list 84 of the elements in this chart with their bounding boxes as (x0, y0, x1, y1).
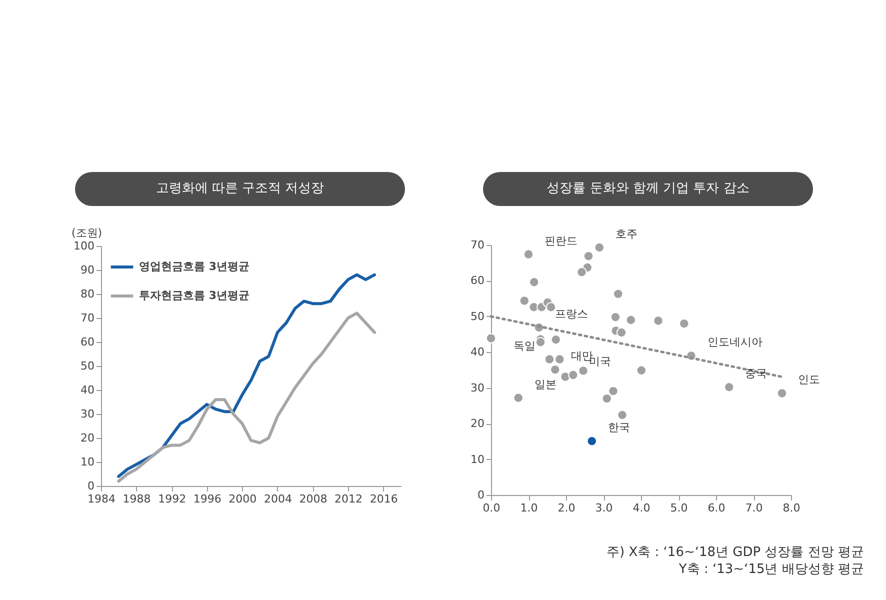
point (586, 436, 597, 446)
legend-label: 영업현금흐름 3년평균 (139, 260, 250, 273)
y-tick-label: 30 (80, 408, 94, 420)
y-tick-label: 40 (470, 346, 484, 359)
y-tick-label: 30 (470, 381, 484, 394)
point (550, 364, 560, 375)
point (626, 314, 636, 326)
point (617, 410, 628, 420)
x-tick-label: 5.0 (670, 502, 688, 514)
x-tick-label: 1996 (193, 492, 222, 506)
y-tick-label: 10 (470, 452, 484, 466)
point (550, 334, 561, 345)
y-tick-label: 70 (80, 312, 94, 324)
point (486, 333, 496, 344)
y-tick-label: 40 (80, 384, 94, 396)
y-tick-label: 60 (470, 274, 484, 288)
chart-title: 고령화에 따른 구조적 저성장 (75, 172, 405, 206)
x-tick-label: 2008 (299, 492, 328, 506)
x-tick-label: 1988 (122, 492, 151, 506)
point (568, 370, 578, 380)
annotation: 한국 (608, 421, 630, 434)
y-tick-label: 0 (88, 480, 94, 492)
point (602, 393, 612, 404)
x-tick-label: 2012 (334, 492, 363, 506)
annotation: 인도 (798, 373, 820, 386)
y-tick-label: 50 (470, 310, 484, 323)
x-tick-label: 7.0 (745, 502, 763, 514)
y-tick-label: 20 (470, 417, 484, 430)
point (608, 386, 618, 396)
text: Y축 : ‘13~‘15년 배당성향 평균 (678, 561, 864, 578)
x-tick-label: 6.0 (708, 502, 726, 514)
point (535, 337, 546, 348)
point (544, 354, 555, 364)
x-tick-label: 2.0 (558, 502, 576, 514)
point (679, 318, 690, 329)
annotation: 중국 (745, 367, 768, 380)
x-tick-label: 2004 (264, 492, 292, 506)
point (636, 365, 646, 376)
point (583, 250, 594, 262)
y-tick-label: 10 (80, 456, 94, 468)
x-tick-label: 2000 (228, 492, 257, 506)
annotation: 호주 (615, 228, 638, 240)
line-series (117, 273, 376, 478)
annotation: 일본 (534, 378, 556, 391)
y-axis-title: (조원) (72, 226, 102, 240)
point (610, 312, 621, 322)
point (513, 392, 524, 403)
annotation: 인도네시아 (707, 336, 762, 349)
x-tick-label: 1.0 (520, 502, 538, 514)
point (653, 316, 664, 326)
annotation: 프랑스 (555, 308, 588, 320)
point (776, 388, 788, 398)
line-series (117, 312, 376, 483)
annotation: 핀란드 (544, 234, 578, 248)
point (724, 382, 734, 392)
point (578, 366, 588, 376)
y-tick-label: 20 (80, 432, 94, 444)
y-tick-label: 80 (80, 288, 94, 300)
point (576, 267, 587, 278)
point (529, 277, 540, 288)
y-tick-label: 90 (80, 264, 94, 276)
point (523, 249, 534, 260)
point (594, 242, 604, 253)
y-tick-label: 60 (80, 336, 94, 348)
x-tick-label: 4.0 (632, 502, 650, 514)
chart-title: 성장률 둔화와 함께 기업 투자 감소 (483, 172, 813, 206)
annotation: 독일 (514, 339, 536, 352)
point (613, 288, 624, 300)
legend-label: 투자현금흐름 3년평균 (139, 289, 250, 302)
y-tick-label: 0 (478, 488, 484, 502)
x-tick-label: 0.0 (482, 502, 500, 514)
x-tick-label: 8.0 (782, 502, 800, 514)
y-tick-label: 100 (74, 240, 94, 252)
point (616, 327, 627, 338)
y-tick-label: 50 (80, 360, 94, 372)
text: 주) X축 : ‘16~‘18년 GDP 성장률 전망 평균 (606, 544, 864, 561)
x-tick-label: 1992 (158, 492, 186, 506)
point (519, 296, 530, 306)
point (546, 302, 556, 312)
point (554, 354, 565, 364)
y-tick-label: 70 (470, 238, 484, 252)
x-tick-label: 2016 (370, 492, 398, 506)
x-tick-label: 1984 (88, 492, 116, 506)
x-tick-label: 3.0 (595, 502, 613, 514)
